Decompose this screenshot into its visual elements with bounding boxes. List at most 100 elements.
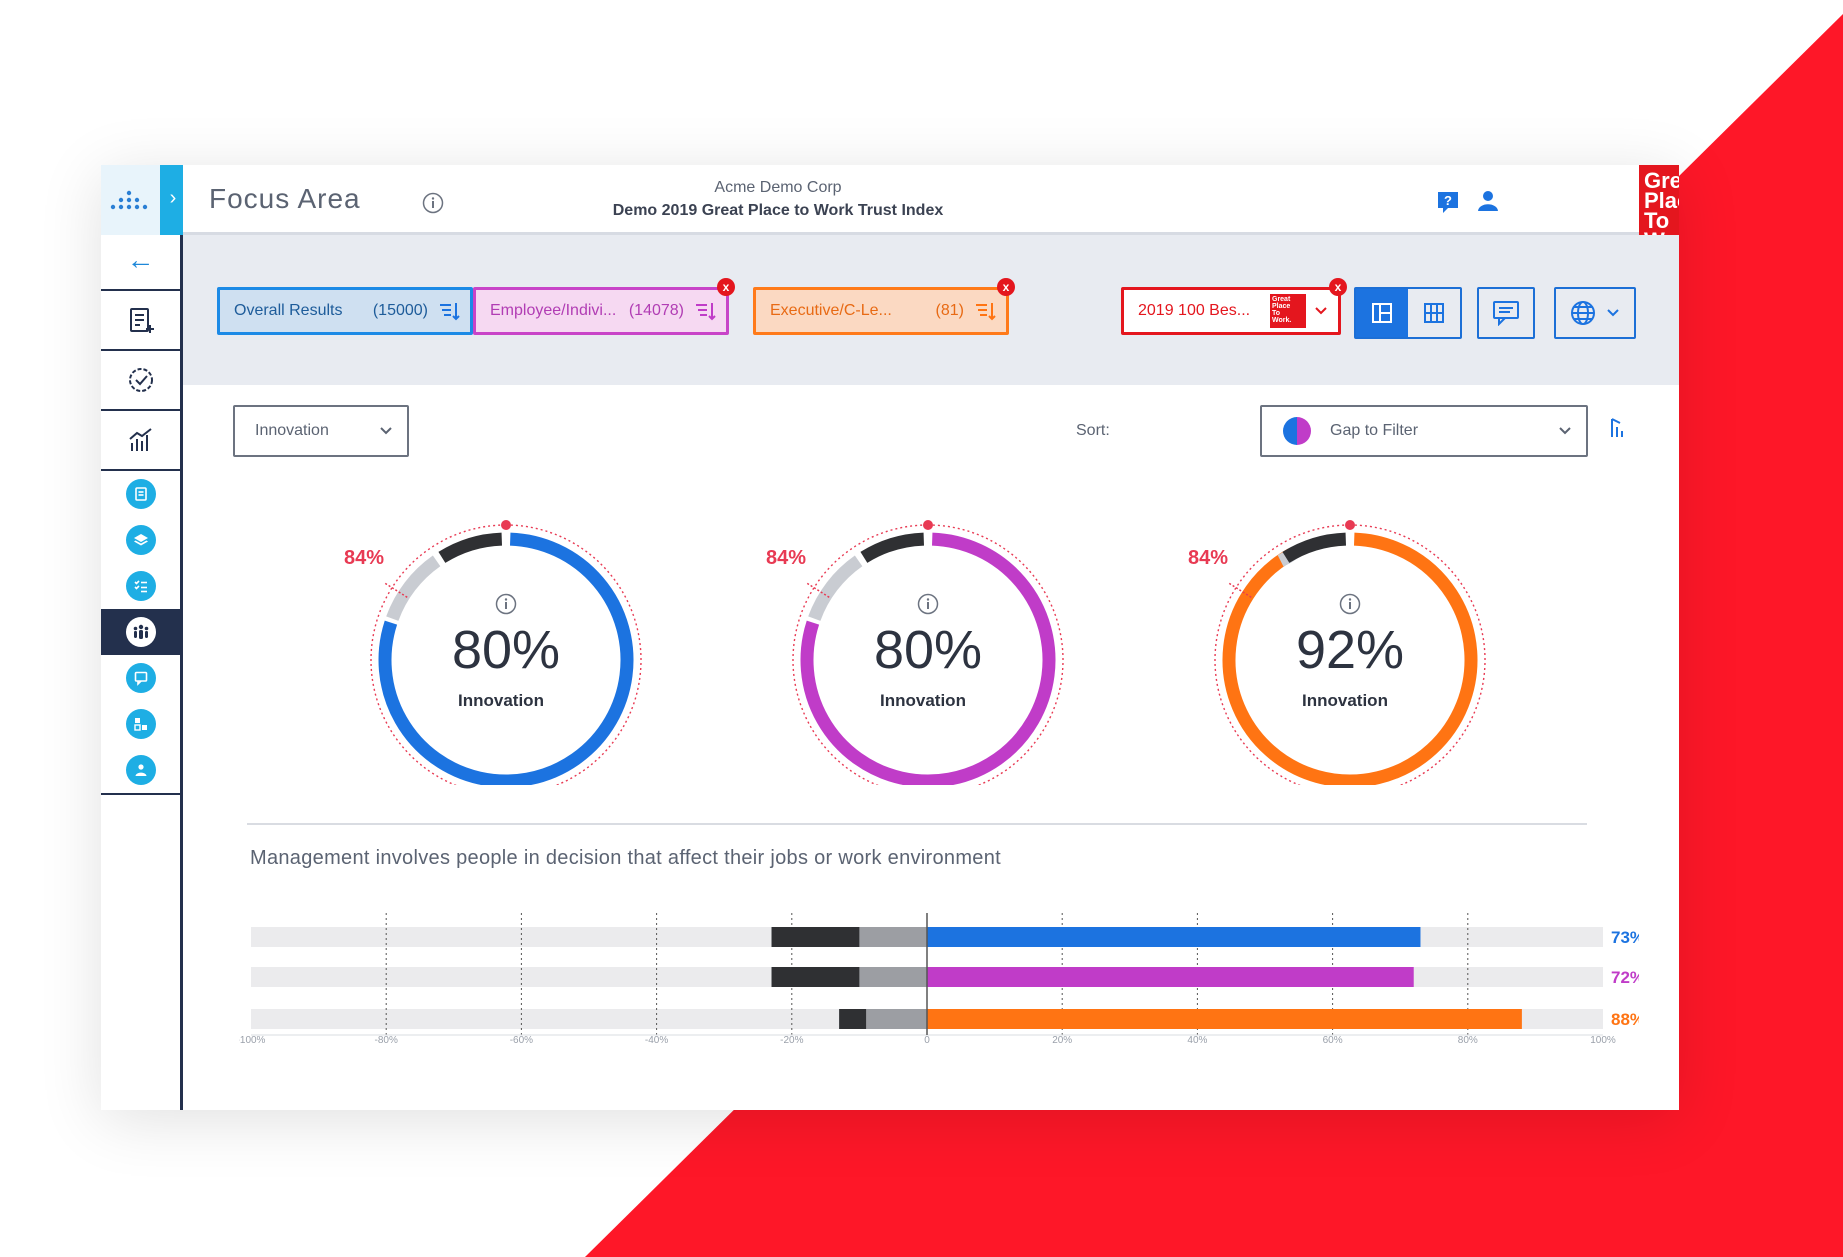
dimension-select[interactable]: Innovation (233, 405, 409, 457)
gauge-executive: 84% 92% Innovation (1188, 505, 1500, 785)
sort-filter-icon[interactable] (974, 300, 996, 322)
gauge-neutral-arc (386, 555, 441, 621)
chevron-down-icon (380, 427, 392, 435)
gauge-benchmark-ring (370, 524, 642, 785)
gauge-value: 80% (451, 620, 561, 680)
survey-name: Demo 2019 Great Place to Work Trust Inde… (612, 202, 944, 219)
info-icon[interactable] (495, 593, 517, 615)
gauge-score-arc (378, 532, 634, 785)
info-icon[interactable] (422, 192, 444, 214)
filter-chip-overall[interactable]: Overall Results (15000) (217, 287, 473, 335)
layout-grid-button[interactable] (1408, 289, 1460, 337)
back-button[interactable]: ← (101, 235, 180, 287)
gauge-dimension-label: Innovation (1302, 691, 1388, 710)
company-name: Acme Demo Corp (714, 179, 842, 196)
app-logo[interactable]: › (101, 165, 186, 235)
gauge-benchmark-ring (792, 524, 1064, 785)
gauge-score-arc (1222, 532, 1478, 785)
sidebar-item-progress[interactable] (101, 351, 181, 411)
sidebar-item-comments[interactable] (101, 655, 181, 701)
analytics-chart-icon (129, 428, 152, 451)
gap-filter-icon (1283, 417, 1311, 445)
person-settings-icon (135, 764, 147, 776)
x-tick-label: -20% (780, 1035, 803, 1045)
layout-grid-icon (1424, 303, 1444, 323)
progress-check-icon (129, 368, 153, 392)
layers-icon (134, 534, 148, 546)
bar-value-label: 88% (1611, 1010, 1639, 1029)
sidebar-item-survey[interactable] (101, 291, 181, 351)
gauge-unfavorable-arc (438, 532, 503, 563)
user-icon[interactable] (1476, 189, 1500, 213)
filter-chip-employee[interactable]: Employee/Indivi... (14078) x (473, 278, 735, 335)
info-icon[interactable] (1339, 593, 1361, 615)
gauge-ring (792, 520, 1064, 785)
bar-favorable (927, 1009, 1522, 1029)
gauge-score-arc (800, 532, 1056, 785)
gauge-gap-label: 84% (766, 547, 807, 569)
gauge-gap-label: 84% (1188, 547, 1229, 569)
statement-bar-chart: -100% -80% -60% -40% -20% 0 20% 40% 60% 80% 100% 73… (239, 913, 1639, 1045)
benchmark-select[interactable]: 2019 100 Bes... Great Place To Work. x (1121, 278, 1347, 335)
remove-filter-button[interactable]: x (997, 278, 1015, 296)
sidebar-expand-button[interactable]: › (160, 165, 186, 235)
app-window: › ← Focus Area Acme Demo Cor (101, 165, 1679, 1110)
remove-filter-button[interactable]: x (717, 278, 735, 296)
comments-button[interactable] (1477, 287, 1535, 339)
sidebar-item-people[interactable] (101, 609, 181, 655)
sidebar: › ← (101, 165, 186, 1110)
gauge-marker-dot (501, 520, 511, 530)
bar-value-label: 72% (1611, 968, 1639, 987)
x-tick-label: 20% (1052, 1035, 1072, 1045)
sidebar-nav (101, 289, 183, 795)
arrow-left-icon: ← (126, 244, 155, 275)
comments-icon (1493, 301, 1519, 326)
sort-select[interactable]: Gap to Filter (1260, 405, 1588, 457)
dashboard-icon (134, 718, 147, 731)
section-divider (247, 823, 1587, 825)
gauge-gap-tick (806, 582, 830, 598)
gauge-unfavorable-arc (1282, 532, 1347, 563)
bar-value-label: 73% (1611, 928, 1639, 947)
gauge-value: 80% (873, 620, 983, 680)
sort-label: Sort: (1076, 422, 1110, 439)
dots-logo-icon (110, 190, 148, 210)
chevron-down-icon (1607, 309, 1619, 317)
view-layout-toggle (1354, 287, 1462, 339)
gauge-ring (370, 520, 642, 785)
sidebar-item-dashboard[interactable] (101, 701, 181, 747)
help-chat-icon[interactable]: ? (1436, 190, 1460, 214)
sidebar-item-layers[interactable] (101, 517, 181, 563)
sidebar-item-report[interactable] (101, 471, 181, 517)
language-select[interactable] (1554, 287, 1636, 339)
x-tick-label: -100% (239, 1035, 266, 1045)
bar-unfavorable (771, 927, 860, 947)
report-icon (135, 487, 147, 501)
sort-order-icon[interactable] (1608, 417, 1630, 439)
gauge-marker-dot (923, 520, 933, 530)
gauge-employee: 84% 80% Innovation (766, 505, 1078, 785)
gauge-gap-tick (1228, 582, 1252, 598)
sidebar-item-analytics[interactable] (101, 411, 181, 471)
svg-text:?: ? (1444, 193, 1452, 208)
layout-split-icon (1372, 303, 1392, 323)
layout-split-button[interactable] (1356, 289, 1408, 337)
gauge-marker-dot (1345, 520, 1355, 530)
x-tick-label: -60% (510, 1035, 533, 1045)
sort-filter-icon[interactable] (694, 300, 716, 322)
gauge-benchmark-ring (1214, 524, 1486, 785)
gauge-unfavorable-arc (860, 532, 925, 563)
page-title: Focus Area (209, 183, 361, 214)
x-tick-label: 40% (1187, 1035, 1207, 1045)
sidebar-item-checklist[interactable] (101, 563, 181, 609)
sidebar-item-person-settings[interactable] (101, 747, 181, 793)
x-tick-label: 80% (1458, 1035, 1478, 1045)
bar-favorable (927, 927, 1421, 947)
info-icon[interactable] (917, 593, 939, 615)
gauge-value: 92% (1295, 620, 1405, 680)
main-content: Overall Results (15000) Employee/Indivi.… (183, 235, 1679, 1110)
gauge-overall: 84% 80% Innovation (344, 505, 656, 785)
remove-benchmark-button[interactable]: x (1329, 278, 1347, 296)
sort-filter-icon[interactable] (438, 300, 460, 322)
filter-chip-executive[interactable]: Executive/C-Le... (81) x (753, 278, 1015, 335)
